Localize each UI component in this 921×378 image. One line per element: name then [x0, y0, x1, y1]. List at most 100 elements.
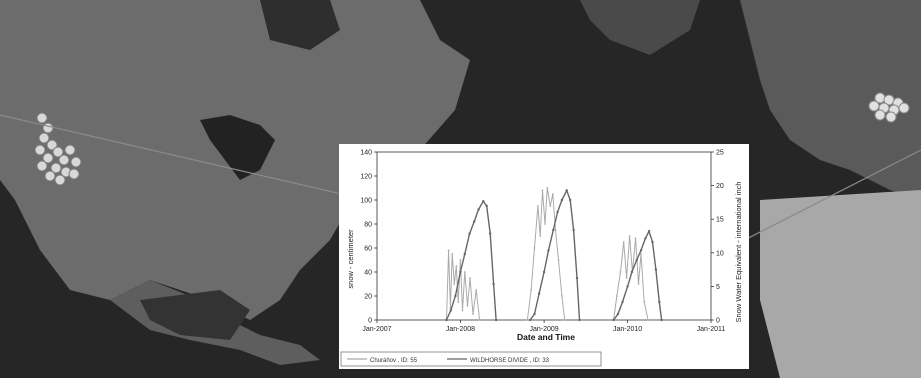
series-point-0 [537, 205, 539, 207]
series-point-1 [568, 198, 572, 202]
africa-landmass [760, 190, 921, 378]
series-point-1 [630, 270, 634, 274]
legend-label-0: Churáňov , ID: 55 [370, 358, 418, 364]
series-point-0 [615, 295, 618, 297]
series-point-1 [647, 230, 651, 233]
series-point-1 [616, 312, 620, 316]
series-point-0 [459, 259, 462, 261]
series-point-0 [447, 249, 450, 252]
series-point-0 [551, 193, 554, 195]
snow-chart: snow - centimeter Snow Water Equivalent … [340, 150, 743, 367]
series-point-1 [658, 300, 661, 304]
series-point-0 [466, 304, 469, 307]
series-point-1 [542, 270, 546, 274]
series-point-1 [575, 276, 579, 280]
series-point-1 [612, 318, 615, 322]
x-tick-label: Jan-2009 [530, 326, 559, 333]
series-point-0 [544, 223, 546, 225]
series-point-1 [565, 189, 568, 192]
series-point-0 [453, 283, 456, 285]
series-point-0 [526, 319, 529, 321]
series-point-1 [463, 252, 466, 256]
y-right-tick-label: 5 [716, 284, 720, 291]
y-left-tick-label: 20 [364, 294, 372, 301]
series-point-0 [451, 253, 454, 255]
greenland [580, 0, 700, 55]
czech-station-cluster [868, 92, 910, 123]
series-point-1 [654, 268, 658, 271]
series-point-1 [635, 258, 638, 262]
series-point-0 [457, 301, 460, 303]
series-point-0 [647, 319, 650, 321]
y-right-tick-label: 20 [716, 183, 724, 190]
series-point-1 [560, 198, 564, 202]
series-point-1 [445, 318, 448, 322]
y-left-tick-label: 120 [360, 174, 372, 181]
series-point-1 [639, 249, 643, 252]
series-point-1 [494, 318, 498, 322]
series-point-0 [637, 283, 640, 285]
y-left-tick-label: 40 [364, 270, 372, 277]
series-point-0 [455, 265, 458, 267]
series-point-0 [628, 235, 631, 237]
series-point-0 [478, 319, 481, 321]
x-tick-label: Jan-2010 [613, 326, 642, 333]
series-point-0 [625, 277, 628, 279]
series-point-0 [463, 271, 466, 273]
series-point-0 [539, 235, 542, 237]
plot-frame [376, 151, 712, 321]
series-point-1 [556, 210, 559, 214]
y-left-tick-label: 140 [360, 150, 372, 157]
series-point-1 [485, 204, 488, 208]
series-point-1 [472, 220, 476, 223]
series-point-0 [475, 289, 478, 291]
series-point-1 [492, 282, 495, 286]
y-left-tick-label: 80 [364, 222, 372, 229]
series-point-0 [557, 259, 560, 261]
series-point-1 [552, 228, 555, 232]
series-point-0 [563, 319, 566, 321]
y-left-tick-label: 0 [368, 318, 372, 325]
series-point-1 [651, 240, 654, 244]
series-point-1 [578, 318, 581, 322]
series-point-0 [533, 247, 536, 249]
series-point-1 [488, 232, 492, 235]
series-line-0 [526, 187, 566, 321]
series-point-1 [626, 285, 629, 288]
series-point-1 [482, 200, 485, 203]
y-left-label: snow - centimeter [346, 229, 355, 289]
series-point-0 [622, 241, 625, 243]
series-point-0 [640, 253, 642, 255]
series-point-0 [549, 205, 552, 207]
series-point-0 [634, 237, 637, 240]
series-point-1 [533, 312, 536, 316]
series-point-0 [472, 313, 474, 315]
y-right-tick-label: 10 [716, 250, 724, 257]
y-right-tick-label: 0 [716, 318, 720, 325]
series-point-0 [561, 295, 563, 297]
usa-station-cluster [34, 112, 82, 186]
series-point-1 [449, 309, 453, 312]
series-point-1 [644, 237, 647, 240]
great-lakes [200, 115, 275, 180]
x-tick-label: Jan-2007 [362, 326, 391, 333]
series-point-0 [643, 301, 646, 303]
series-point-1 [459, 270, 462, 274]
x-axis-label: Date and Time [517, 332, 575, 342]
chart-panel: snow - centimeter Snow Water Equivalent … [339, 144, 749, 369]
x-tick-label: Jan-2008 [446, 326, 475, 333]
hudson-bay [260, 0, 340, 50]
series-point-1 [477, 208, 480, 211]
gulf-of-mexico [140, 290, 250, 340]
series-point-1 [660, 318, 663, 322]
series-point-0 [619, 271, 622, 273]
x-tick-label: Jan-2011 [697, 326, 726, 333]
series-point-1 [454, 294, 457, 298]
series-point-1 [547, 249, 550, 252]
y-right-tick-label: 15 [716, 217, 724, 224]
series-point-1 [572, 228, 575, 232]
series-line-1 [445, 199, 497, 321]
series-point-0 [541, 189, 544, 192]
y-right-label: Snow Water Equivalent - international in… [734, 181, 743, 322]
